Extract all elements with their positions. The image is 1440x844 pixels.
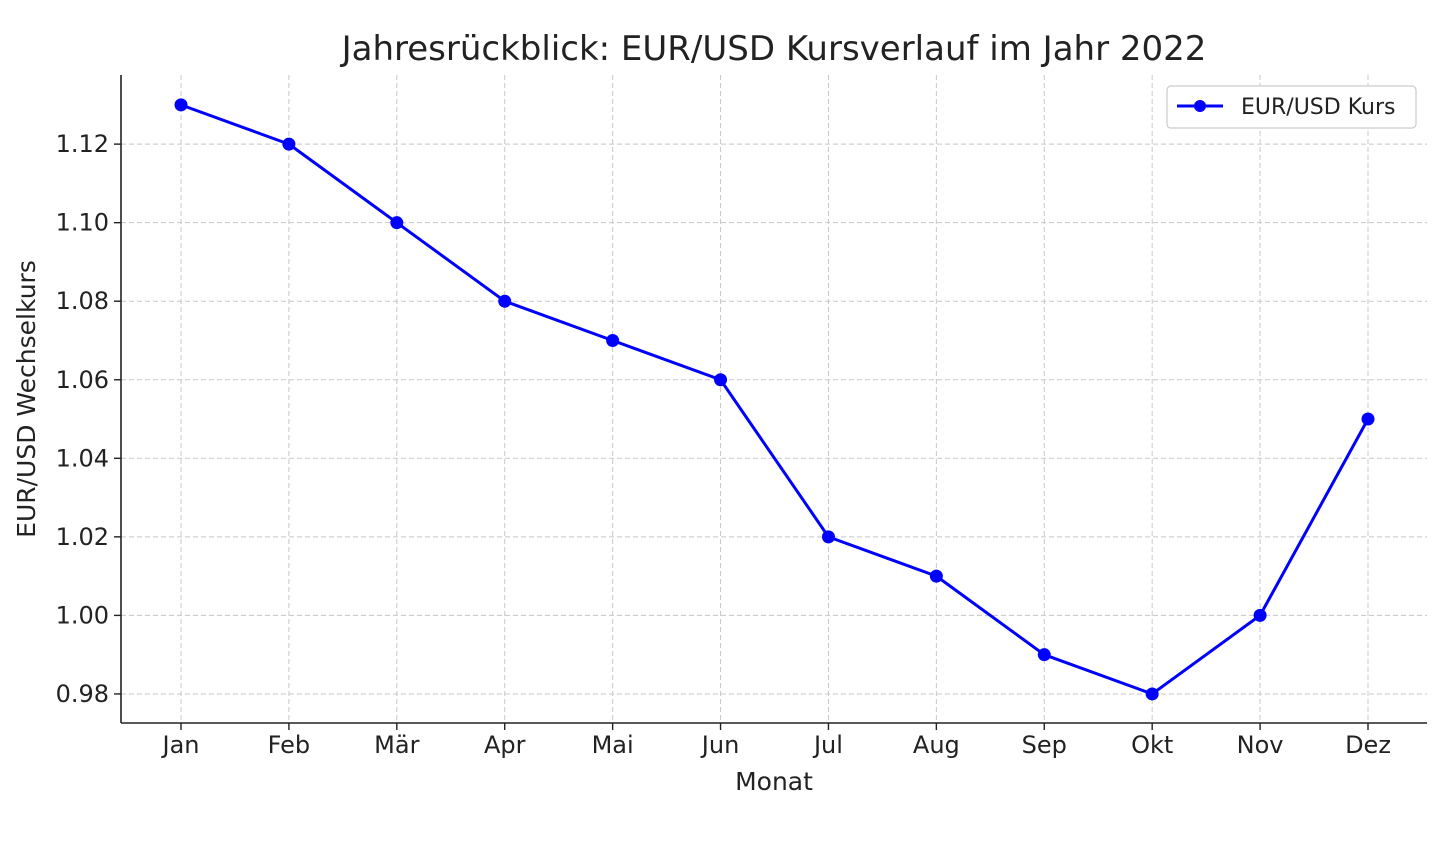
- y-axis-label: EUR/USD Wechselkurs: [12, 260, 41, 538]
- x-tick-label: Apr: [484, 731, 526, 759]
- chart-title: Jahresrückblick: EUR/USD Kursverlauf im …: [340, 29, 1207, 69]
- data-point: [282, 137, 296, 151]
- axes: [120, 75, 1427, 724]
- y-tick-label: 1.12: [56, 130, 109, 158]
- legend-box: [1166, 85, 1417, 129]
- x-tick-label: Mär: [374, 731, 419, 759]
- x-tick-label: Sep: [1022, 731, 1067, 759]
- x-tick-label: Jul: [812, 731, 843, 759]
- data-point: [821, 530, 835, 544]
- x-tick-label: Dez: [1345, 731, 1391, 759]
- data-point: [1361, 412, 1375, 426]
- x-ticks: Jan Feb Mär Apr Mai Jun Jul Aug Sep Okt Nov Dez: [161, 723, 1391, 759]
- data-point: [1253, 608, 1267, 622]
- data-point: [498, 294, 512, 308]
- data-point: [390, 216, 404, 230]
- grid: [121, 75, 1427, 723]
- legend: EUR/USD Kurs: [1166, 85, 1417, 129]
- y-tick-label: 1.06: [56, 366, 109, 394]
- legend-marker-swatch: [1194, 100, 1206, 112]
- y-tick-label: 0.98: [56, 680, 109, 708]
- data-point: [714, 373, 728, 387]
- x-tick-label: Jun: [700, 731, 740, 759]
- y-tick-label: 1.08: [56, 287, 109, 315]
- x-tick-label: Mai: [592, 731, 634, 759]
- x-tick-label: Jan: [161, 731, 200, 759]
- y-tick-label: 1.02: [56, 523, 109, 551]
- y-tick-label: 1.10: [56, 209, 109, 237]
- x-tick-label: Feb: [268, 731, 311, 759]
- data-point: [606, 333, 620, 347]
- data-point: [174, 98, 188, 112]
- x-axis-label: Monat: [735, 767, 813, 796]
- series-line: [180, 103, 1370, 696]
- y-ticks: 0.98 1.00 1.02 1.04 1.06 1.08 1.10 1.12: [56, 130, 121, 708]
- data-point: [1037, 648, 1051, 662]
- y-tick-label: 1.00: [56, 601, 109, 629]
- data-point: [929, 569, 943, 583]
- data-point: [1145, 687, 1159, 701]
- legend-label: EUR/USD Kurs: [1241, 95, 1395, 120]
- x-tick-label: Nov: [1237, 731, 1284, 759]
- x-tick-label: Aug: [913, 731, 960, 759]
- y-tick-label: 1.04: [56, 444, 109, 472]
- x-tick-label: Okt: [1131, 731, 1173, 759]
- series-group: [174, 98, 1375, 701]
